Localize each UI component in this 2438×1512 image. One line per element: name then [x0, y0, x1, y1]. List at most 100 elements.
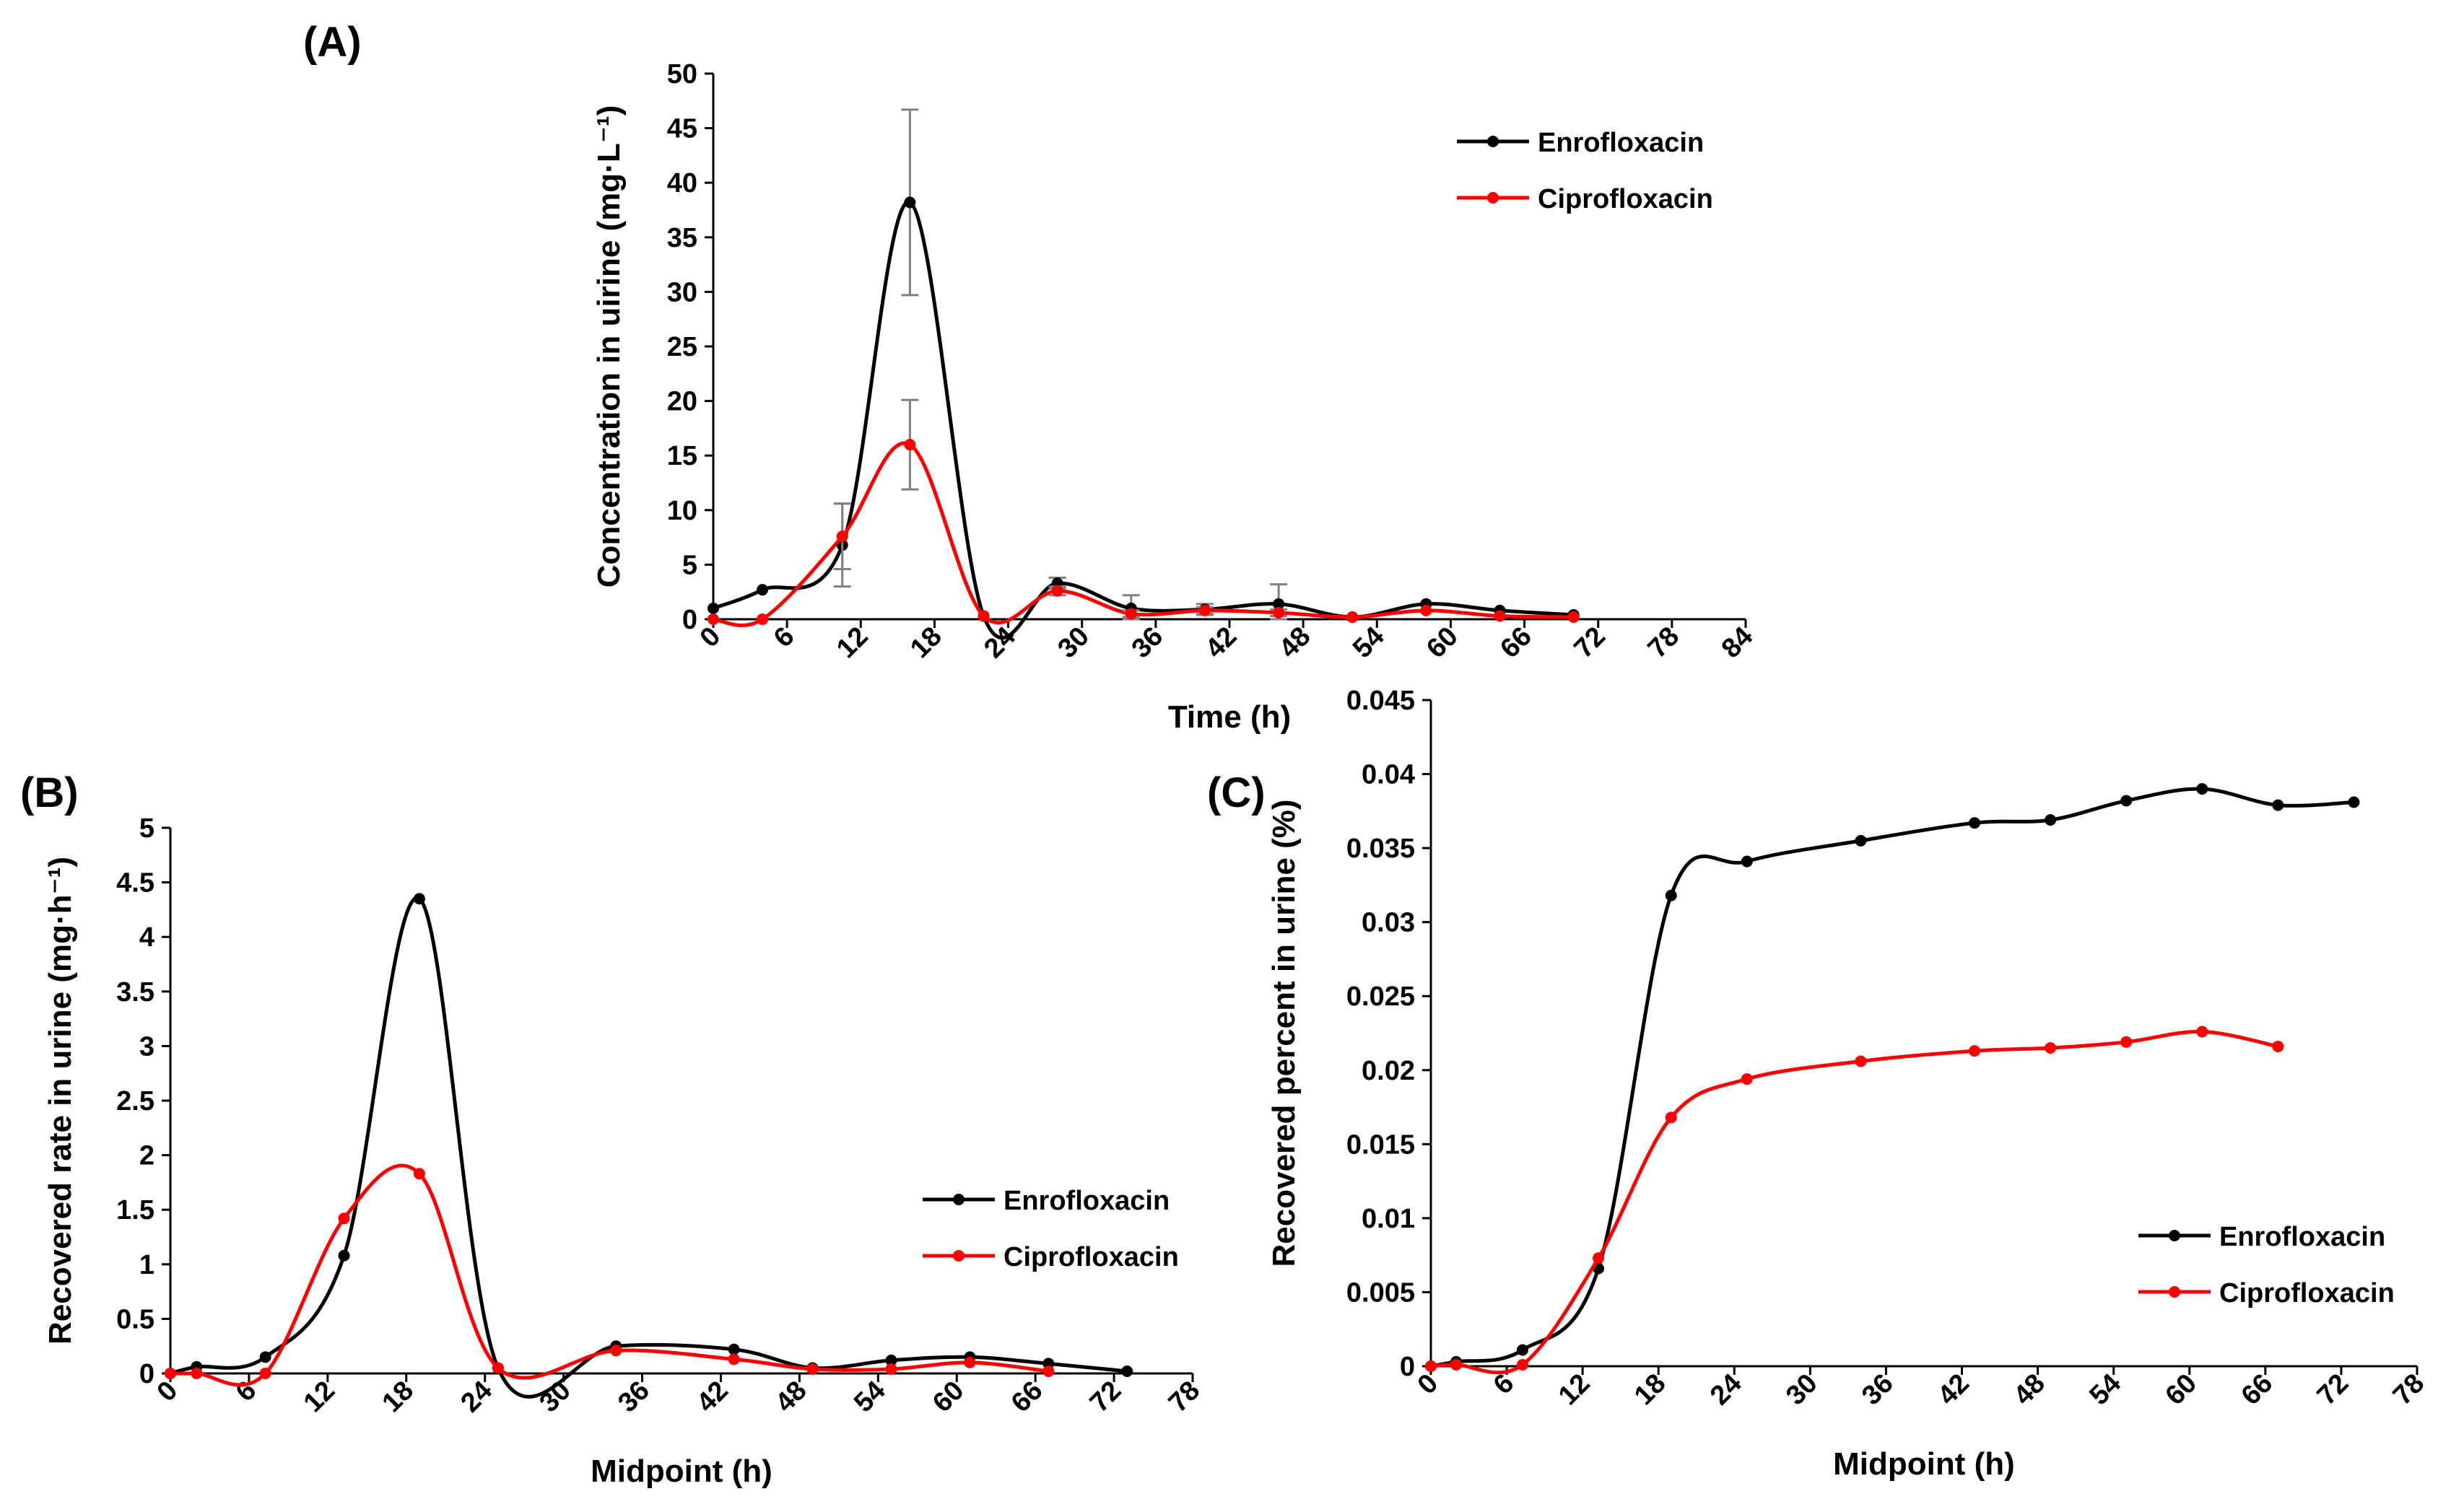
y-tick-label: 0: [682, 605, 697, 635]
data-point: [806, 1363, 819, 1375]
y-axis-title: Recovered rate in urine (mg·h⁻¹): [43, 857, 78, 1345]
data-point: [1567, 611, 1580, 623]
data-point: [610, 1345, 622, 1357]
data-point: [492, 1362, 504, 1374]
legend-label: Ciprofloxacin: [1538, 184, 1713, 214]
y-tick-label: 0.01: [1362, 1204, 1415, 1234]
y-tick-label: 25: [667, 332, 697, 362]
ciprofloxacin-series-line: [713, 441, 1574, 628]
data-point: [1125, 608, 1137, 620]
data-point: [2272, 1040, 2284, 1052]
data-point: [1273, 606, 1285, 619]
data-point: [338, 1212, 350, 1225]
data-point: [708, 613, 719, 625]
y-tick-label: 45: [667, 114, 697, 144]
data-point: [728, 1353, 740, 1365]
legend-marker: [953, 1194, 965, 1205]
y-tick-label: 0: [1400, 1352, 1415, 1382]
y-tick-label: 50: [667, 59, 697, 89]
data-point: [1346, 611, 1359, 623]
data-point: [1450, 1358, 1463, 1371]
y-axis-title: Concentration in uirine (mg·L⁻¹): [591, 105, 627, 588]
data-point: [1855, 834, 1867, 847]
data-point: [2045, 814, 2057, 826]
legend-marker: [1487, 136, 1499, 147]
data-point: [2348, 796, 2360, 808]
data-point: [2120, 1036, 2133, 1048]
data-point: [1741, 855, 1753, 868]
data-point: [413, 1168, 425, 1180]
data-point: [1516, 1344, 1528, 1356]
y-tick-label: 0.02: [1362, 1056, 1415, 1086]
data-point: [2120, 795, 2133, 807]
data-point: [1494, 610, 1506, 622]
y-tick-label: 3.5: [116, 977, 154, 1008]
y-tick-label: 0.03: [1362, 908, 1415, 938]
y-tick-label: 0.045: [1346, 686, 1415, 716]
data-point: [413, 893, 425, 905]
legend-label: Ciprofloxacin: [2219, 1278, 2395, 1308]
y-tick-label: 40: [667, 168, 697, 198]
y-tick-label: 4.5: [116, 868, 154, 899]
panel-label: (A): [303, 19, 362, 66]
y-tick-label: 2: [139, 1141, 154, 1171]
data-point: [904, 439, 916, 451]
y-axis-title: Recovered percent in urine (%): [1266, 800, 1302, 1267]
data-point: [1516, 1358, 1528, 1371]
legend-marker: [2169, 1230, 2180, 1241]
data-point: [964, 1356, 976, 1368]
data-point: [1121, 1365, 1133, 1377]
data-point: [259, 1351, 271, 1363]
data-point: [1593, 1252, 1605, 1264]
data-point: [728, 1343, 740, 1355]
data-point: [1665, 889, 1677, 901]
data-point: [885, 1354, 897, 1366]
data-point: [2045, 1042, 2057, 1054]
y-tick-label: 20: [667, 387, 697, 417]
data-point: [2196, 783, 2208, 795]
data-point: [1042, 1365, 1055, 1377]
data-point: [1420, 604, 1432, 616]
y-tick-label: 0: [139, 1359, 154, 1389]
data-point: [1425, 1360, 1437, 1372]
panel-label: (B): [20, 769, 79, 816]
y-tick-label: 0.035: [1346, 834, 1415, 864]
data-point: [259, 1368, 271, 1379]
y-tick-label: 0.015: [1346, 1129, 1415, 1160]
legend-marker: [1487, 192, 1499, 204]
data-point: [2272, 799, 2284, 811]
data-point: [2196, 1026, 2208, 1038]
y-tick-label: 0.5: [116, 1304, 154, 1334]
data-point: [1969, 817, 1981, 829]
x-axis-title: Midpoint (h): [591, 1454, 772, 1489]
data-point: [978, 610, 990, 622]
legend-label: Ciprofloxacin: [1004, 1242, 1179, 1272]
data-point: [1665, 1111, 1677, 1124]
y-tick-label: 30: [667, 277, 697, 307]
legend-marker: [2169, 1286, 2180, 1298]
y-tick-label: 5: [682, 550, 697, 580]
y-tick-label: 0.04: [1362, 760, 1415, 790]
data-point: [1741, 1073, 1753, 1085]
data-point: [1969, 1045, 1981, 1057]
y-tick-label: 3: [139, 1031, 154, 1062]
data-point: [1198, 604, 1211, 616]
legend-label: Enrofloxacin: [2219, 1222, 2385, 1252]
y-tick-label: 4: [139, 922, 154, 953]
y-tick-label: 0.005: [1346, 1277, 1415, 1308]
data-point: [1051, 585, 1063, 597]
y-tick-label: 1.5: [116, 1195, 154, 1225]
data-point: [165, 1368, 176, 1379]
enrofloxacin-series-line: [713, 200, 1574, 640]
y-tick-label: 2.5: [116, 1086, 154, 1116]
y-tick-label: 35: [667, 223, 697, 253]
enrofloxacin-series-line: [1430, 787, 2354, 1368]
legend-marker: [953, 1250, 965, 1262]
data-point: [836, 530, 848, 543]
x-axis-title: Time (h): [1168, 699, 1291, 735]
enrofloxacin-series-line: [170, 896, 1128, 1399]
x-axis-title: Midpoint (h): [1833, 1446, 2015, 1482]
data-point: [1273, 598, 1285, 610]
